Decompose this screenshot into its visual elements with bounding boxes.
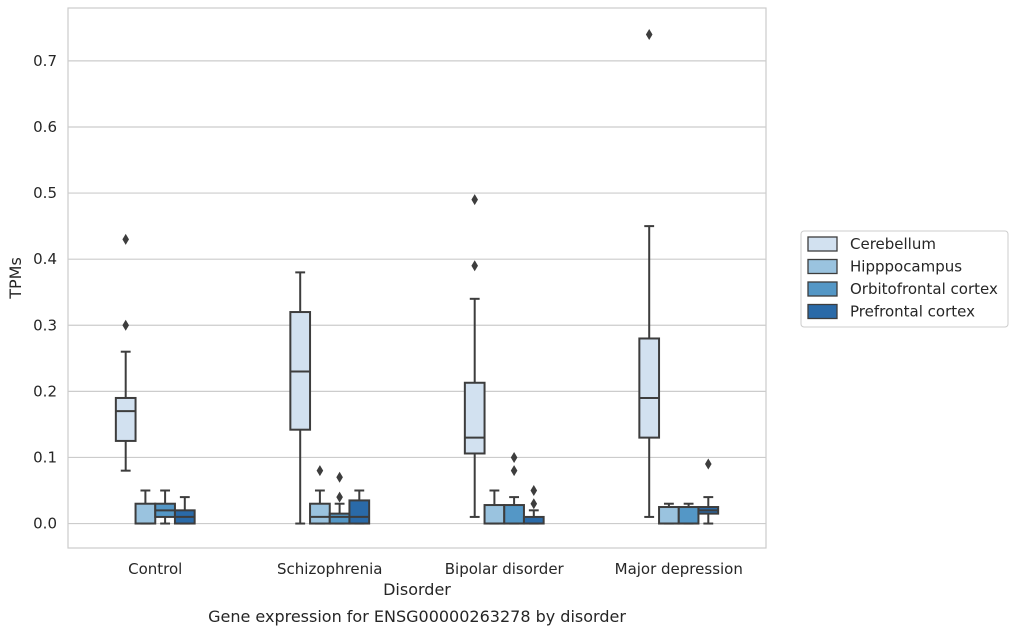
outlier-point <box>510 451 518 463</box>
grid-lines <box>68 60 766 525</box>
x-tick-label: Schizophrenia <box>277 560 382 578</box>
outlier-point <box>530 498 538 510</box>
iqr-box <box>134 502 157 525</box>
legend-label: Orbitofrontal cortex <box>850 280 998 298</box>
box-3-1 <box>658 502 680 525</box>
x-axis-label: Disorder <box>383 580 451 599</box>
iqr-box <box>114 396 137 442</box>
legend: Cerebellum Hipppocampus Orbitofrontal cort… <box>800 230 1009 328</box>
x-tick-labels: Control Schizophrenia Bipolar disorder Majo… <box>128 560 743 578</box>
box-2-1 <box>483 489 506 525</box>
y-tick-label: 0.1 <box>33 448 57 466</box>
x-tick-label: Bipolar disorder <box>445 560 565 578</box>
outlier-point <box>510 465 518 477</box>
box-3-3 <box>697 458 720 525</box>
iqr-box <box>309 502 331 525</box>
iqr-box <box>658 506 680 525</box>
chart-caption: Gene expression for ENSG00000263278 by d… <box>208 607 626 626</box>
outlier-point <box>471 260 478 272</box>
outlier-point <box>336 491 343 503</box>
x-tick-label: Control <box>128 560 182 578</box>
box-groups <box>114 28 720 525</box>
plot-area <box>67 7 767 549</box>
y-tick-label: 0.0 <box>33 515 57 533</box>
y-tick-label: 0.4 <box>33 250 57 268</box>
box-3-0 <box>638 28 661 518</box>
box-0-3 <box>173 496 196 525</box>
iqr-box <box>677 506 700 525</box>
box-1-0 <box>289 271 312 525</box>
outlier-point <box>530 484 538 496</box>
legend-swatch <box>807 258 838 275</box>
y-tick-labels: 0.0 0.1 0.2 0.3 0.4 0.5 0.6 0.7 <box>33 52 57 533</box>
outlier-point <box>471 194 478 206</box>
box-2-0 <box>463 194 486 518</box>
y-tick-label: 0.3 <box>33 316 57 334</box>
box-3-2 <box>677 502 700 525</box>
y-tick-label: 0.2 <box>33 382 57 400</box>
y-tick-label: 0.5 <box>33 184 57 202</box>
x-tick-label: Major depression <box>615 560 743 578</box>
box-0-0 <box>114 233 137 472</box>
iqr-box <box>348 499 371 525</box>
outlier-point <box>122 233 129 245</box>
box-1-2 <box>328 471 351 525</box>
outlier-point <box>316 465 324 477</box>
y-axis-label: TPMs <box>6 257 25 300</box>
outlier-point <box>645 28 653 40</box>
box-1-1 <box>309 465 331 525</box>
y-tick-label: 0.7 <box>33 52 57 70</box>
legend-swatch <box>807 303 838 320</box>
legend-label: Prefrontal cortex <box>850 303 975 321</box>
iqr-box <box>463 381 486 455</box>
iqr-box <box>328 512 351 525</box>
outlier-point <box>705 458 712 470</box>
box-1-3 <box>348 489 371 525</box>
legend-frame <box>800 230 1009 328</box>
legend-swatch <box>807 281 838 297</box>
box-0-2 <box>154 489 176 525</box>
legend-label: Cerebellum <box>850 235 936 253</box>
iqr-box <box>638 337 661 439</box>
box-2-3 <box>522 484 545 525</box>
legend-swatch <box>807 236 838 252</box>
iqr-box <box>503 504 525 525</box>
box-2-2 <box>503 451 525 525</box>
legend-label: Hipppocampus <box>850 258 962 276</box>
y-tick-label: 0.6 <box>33 118 57 136</box>
iqr-box <box>483 504 506 525</box>
outlier-point <box>122 319 129 331</box>
outlier-point <box>336 471 343 483</box>
